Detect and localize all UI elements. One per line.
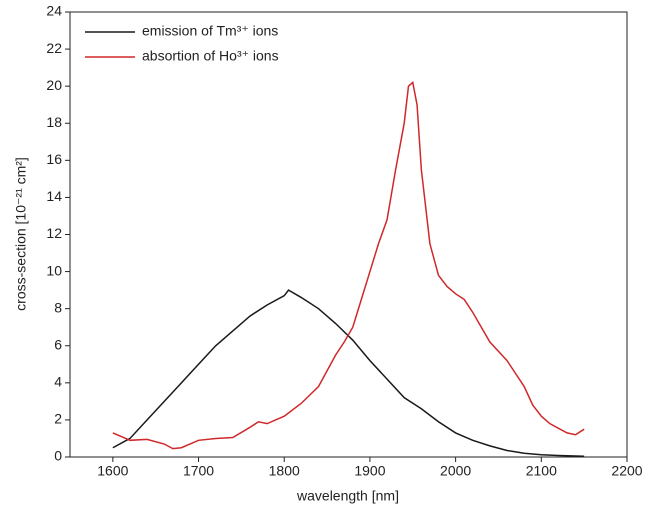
y-tick-label: 22 xyxy=(46,40,62,56)
y-axis-label: cross-section [10⁻²¹ cm²] xyxy=(13,157,29,311)
y-tick-label: 12 xyxy=(46,225,62,241)
x-tick-label: 1900 xyxy=(354,463,385,479)
x-tick-label: 1700 xyxy=(183,463,214,479)
y-tick-label: 4 xyxy=(54,374,62,390)
data-line xyxy=(112,81,585,450)
x-tick-label: 1800 xyxy=(269,463,300,479)
plot-frame xyxy=(69,11,628,458)
y-tick-label: 0 xyxy=(54,448,62,464)
y-tick-label: 10 xyxy=(46,262,62,278)
y-tick-label: 24 xyxy=(46,3,62,19)
legend-label: absortion of Ho³⁺ ions xyxy=(142,48,279,64)
data-line xyxy=(112,289,585,458)
y-tick-label: 18 xyxy=(46,114,62,130)
y-tick-label: 16 xyxy=(46,151,62,167)
x-axis-label: wavelength [nm] xyxy=(296,488,399,504)
y-tick-label: 2 xyxy=(54,411,62,427)
y-tick-label: 20 xyxy=(46,77,62,93)
legend-label: emission of Tm³⁺ ions xyxy=(142,23,278,39)
x-tick-label: 2000 xyxy=(440,463,471,479)
y-tick-label: 6 xyxy=(54,336,62,352)
x-tick-label: 1600 xyxy=(97,463,128,479)
x-tick-label: 2100 xyxy=(526,463,557,479)
x-tick-label: 2200 xyxy=(611,463,642,479)
y-tick-label: 14 xyxy=(46,188,62,204)
y-tick-label: 8 xyxy=(54,299,62,315)
